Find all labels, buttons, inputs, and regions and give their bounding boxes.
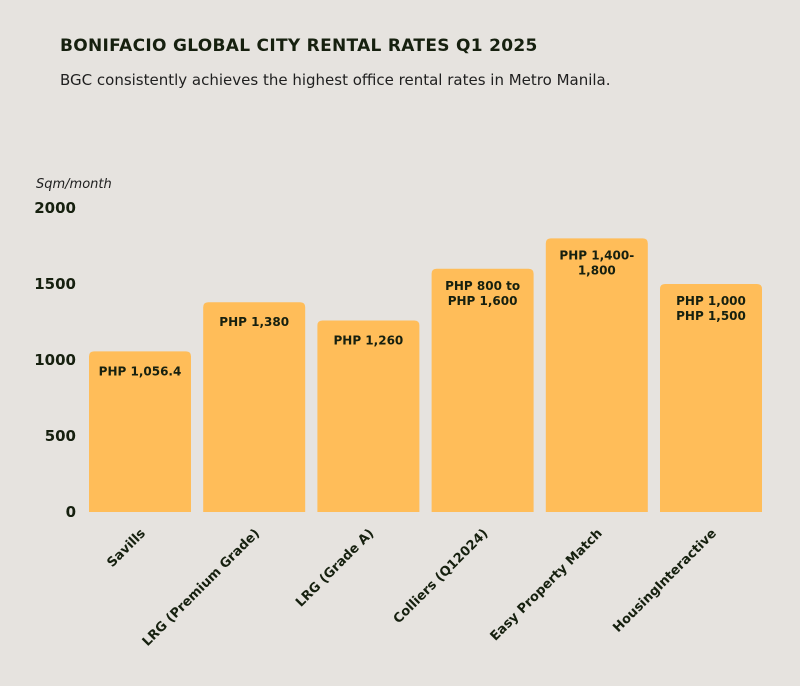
bar-data-label: PHP 1,260: [334, 333, 404, 347]
x-category-label: Easy Property Match: [488, 526, 606, 644]
x-category-label: LRG (Premium Grade): [140, 526, 263, 649]
chart-subtitle: BGC consistently achieves the highest of…: [60, 71, 611, 89]
y-axis-unit-label: Sqm/month: [36, 177, 112, 192]
x-category-label: HousingInteractive: [610, 526, 720, 636]
bar: [203, 302, 306, 512]
x-category-label: LRG (Grade A): [293, 526, 377, 610]
bar: [89, 351, 191, 512]
chart-title: BONIFACIO GLOBAL CITY RENTAL RATES Q1 20…: [60, 36, 538, 56]
bar-data-label: PHP 1,380: [219, 315, 289, 329]
bar-data-label: PHP 1,000: [676, 294, 746, 308]
x-category-label: Colliers (Q12024): [391, 526, 492, 627]
bar-data-label: PHP 1,400-: [559, 248, 634, 262]
y-tick-label: 0: [66, 503, 76, 521]
bar: [545, 238, 648, 512]
bar: [431, 268, 534, 512]
bar: [317, 320, 420, 512]
y-tick-label: 500: [45, 427, 76, 445]
x-category-label: Savills: [104, 526, 149, 571]
bar-data-label: 1,800: [578, 263, 616, 277]
bar-data-label: PHP 800 to: [445, 279, 520, 293]
y-tick-label: 1500: [34, 275, 76, 293]
bar: [660, 284, 762, 512]
y-tick-label: 2000: [34, 199, 76, 217]
bar-data-label: PHP 1,500: [676, 309, 746, 323]
bar-data-label: PHP 1,600: [448, 294, 518, 308]
y-tick-label: 1000: [34, 351, 76, 369]
bar-data-label: PHP 1,056.4: [99, 364, 182, 378]
